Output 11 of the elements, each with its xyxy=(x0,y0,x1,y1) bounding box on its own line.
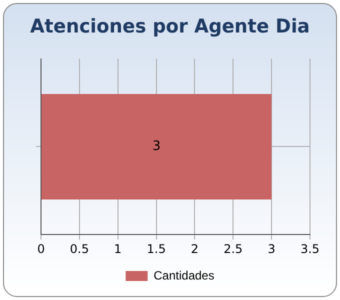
x-tick-label: 0.5 xyxy=(70,242,89,256)
x-tick-label: 2.5 xyxy=(224,242,243,256)
x-tick-label: 0 xyxy=(37,242,45,256)
chart-title: Atenciones por Agente Dia xyxy=(30,16,310,38)
data-label: 3 xyxy=(152,139,161,154)
legend-label: Cantidades xyxy=(154,268,214,282)
x-tick-label: 2 xyxy=(190,242,199,256)
x-tick-label: 1.5 xyxy=(146,242,166,256)
x-tick-label: 3 xyxy=(268,242,276,256)
x-tick-label: 1 xyxy=(114,242,122,256)
x-tick-label: 3.5 xyxy=(300,242,320,256)
